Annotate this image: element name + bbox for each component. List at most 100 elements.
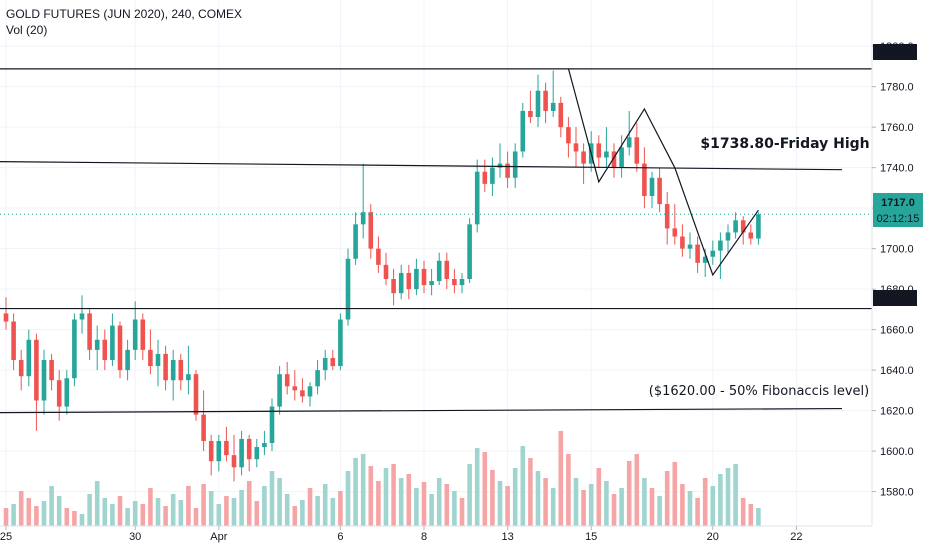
volume-bar bbox=[657, 496, 662, 526]
candle-body bbox=[619, 147, 624, 168]
candle bbox=[56, 370, 62, 421]
candle bbox=[429, 268, 434, 296]
time-axis[interactable]: 25 30 Apr 6 8 13 15 20 22 bbox=[0, 525, 872, 543]
volume-bar bbox=[490, 470, 495, 526]
candle-body bbox=[512, 151, 518, 178]
volume-bar bbox=[497, 481, 503, 526]
volume-bar bbox=[733, 464, 738, 526]
candle-body bbox=[56, 380, 62, 407]
volume-bar bbox=[87, 494, 92, 526]
candle bbox=[596, 135, 602, 168]
volume-bar bbox=[208, 491, 214, 526]
volume-bar bbox=[231, 498, 237, 526]
candle-body bbox=[429, 281, 434, 286]
x-tick-label: Apr bbox=[210, 531, 227, 543]
volume-bar bbox=[201, 484, 206, 526]
zigzag-pattern-line bbox=[567, 68, 759, 277]
candle bbox=[26, 329, 32, 387]
volume-bar bbox=[756, 508, 761, 526]
volume-bar bbox=[664, 471, 670, 526]
y-tick-label: 1700.0 bbox=[880, 244, 914, 256]
volume-bar bbox=[140, 504, 146, 526]
candle bbox=[246, 434, 252, 472]
price-axis[interactable]: 1580.01600.01620.01640.01660.01680.01700… bbox=[871, 0, 914, 526]
candle-body bbox=[208, 440, 214, 462]
candle-body bbox=[110, 325, 115, 360]
candle-body bbox=[18, 359, 24, 377]
candle bbox=[619, 135, 624, 178]
price-tag-1670-label: 1670.4 bbox=[878, 293, 913, 305]
volume-bar bbox=[634, 454, 640, 526]
candle bbox=[687, 232, 693, 259]
volume-indicator-label[interactable]: Vol (20) bbox=[6, 23, 48, 37]
candle-body bbox=[725, 232, 731, 241]
volume-bar bbox=[254, 501, 260, 526]
candle-body bbox=[436, 260, 442, 282]
candle-body bbox=[452, 279, 457, 286]
x-tick-label: 13 bbox=[501, 531, 513, 543]
volume-bar bbox=[353, 458, 358, 526]
candle bbox=[710, 240, 716, 265]
candle-body bbox=[398, 272, 404, 294]
x-tick-label: 22 bbox=[790, 531, 802, 543]
volume-bar bbox=[269, 471, 275, 526]
y-tick-label: 1640.0 bbox=[880, 365, 914, 377]
volume-bar bbox=[277, 478, 282, 526]
candle bbox=[581, 143, 586, 184]
candle bbox=[87, 309, 92, 360]
candle-body bbox=[687, 244, 693, 249]
candle-body bbox=[11, 321, 16, 360]
candle-body bbox=[642, 163, 647, 197]
candle bbox=[406, 264, 412, 300]
volume-bar bbox=[239, 490, 244, 526]
y-tick-label: 1580.0 bbox=[880, 487, 914, 499]
candle bbox=[748, 224, 754, 245]
candle bbox=[391, 268, 396, 306]
candle-body bbox=[672, 228, 678, 237]
candle-body bbox=[383, 264, 389, 280]
candle-body bbox=[170, 359, 176, 381]
candle bbox=[34, 333, 39, 431]
candle-body bbox=[520, 110, 526, 152]
candle bbox=[11, 313, 16, 371]
candle-body bbox=[87, 313, 92, 350]
candle-body bbox=[459, 279, 465, 286]
volume-bar bbox=[368, 466, 374, 526]
candle bbox=[543, 82, 548, 124]
symbol-title[interactable]: GOLD FUTURES (JUN 2020), 240, COMEX bbox=[6, 7, 243, 21]
volume-bar bbox=[748, 504, 754, 526]
candle bbox=[634, 123, 640, 172]
candle bbox=[64, 370, 70, 415]
candle bbox=[474, 159, 480, 233]
volume-bar bbox=[459, 498, 465, 526]
candle-body bbox=[72, 319, 77, 379]
volume-bar bbox=[406, 474, 412, 526]
candle-body bbox=[284, 374, 290, 387]
candle-body bbox=[718, 240, 723, 251]
candle-body bbox=[558, 102, 564, 128]
volume-bar bbox=[391, 464, 396, 526]
volume-bar bbox=[56, 496, 62, 526]
volume-bar bbox=[672, 462, 678, 526]
candle-body bbox=[550, 102, 556, 111]
volume-bar bbox=[383, 468, 389, 526]
candle-body bbox=[649, 177, 655, 197]
volume-bar bbox=[687, 491, 693, 526]
candle bbox=[680, 224, 685, 257]
candle bbox=[345, 248, 351, 326]
current-price-label: 1717.0 bbox=[881, 197, 915, 209]
candle bbox=[733, 212, 738, 239]
candle bbox=[148, 329, 153, 375]
fib-line bbox=[0, 407, 843, 414]
volume-bar bbox=[125, 508, 130, 526]
candle-body bbox=[391, 279, 396, 294]
candle bbox=[664, 191, 670, 245]
candle-body bbox=[528, 110, 533, 118]
volume-bar bbox=[421, 482, 427, 526]
volume-bar bbox=[452, 491, 457, 526]
candle-body bbox=[482, 171, 488, 184]
price-tag-1788-label: 1788.8 bbox=[878, 47, 912, 59]
candle-body bbox=[497, 163, 503, 168]
candle-body bbox=[695, 244, 700, 263]
